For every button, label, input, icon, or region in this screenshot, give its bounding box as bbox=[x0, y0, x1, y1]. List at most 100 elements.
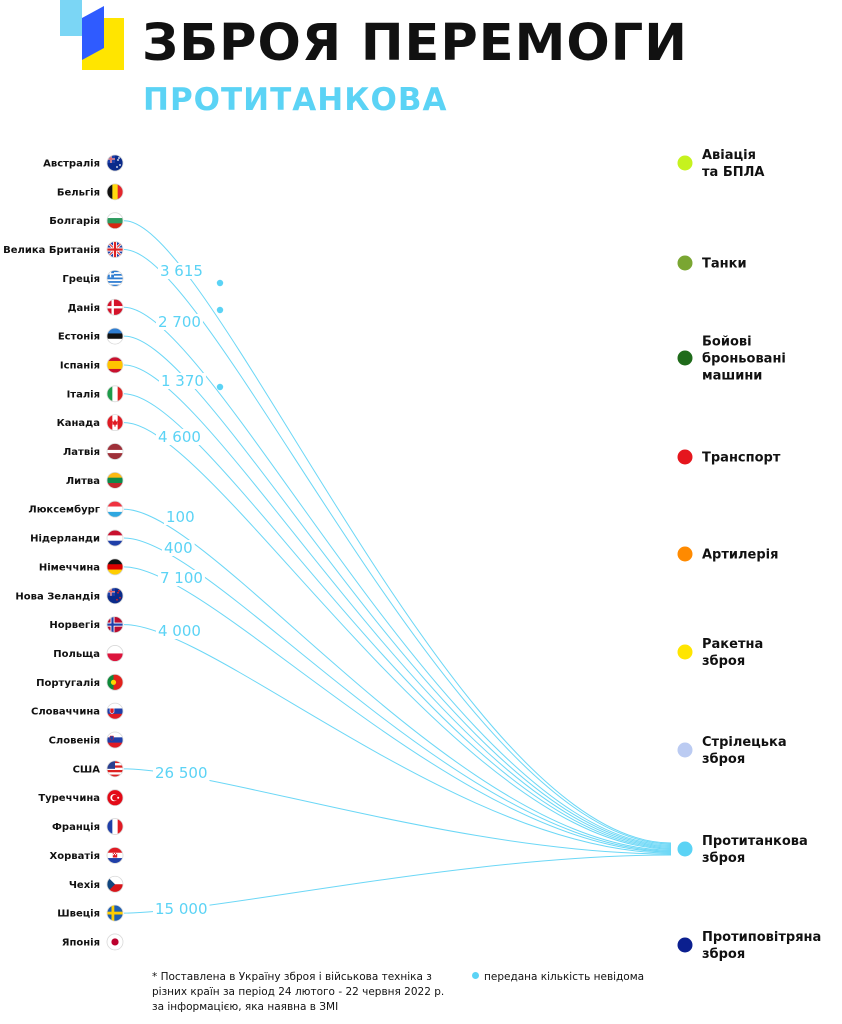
category-dot bbox=[677, 546, 693, 562]
unknown-quantity-dot bbox=[216, 306, 224, 314]
sweden-flag bbox=[106, 904, 124, 922]
uk-flag bbox=[106, 241, 124, 258]
category-dot bbox=[677, 742, 693, 758]
country-label: Німеччина bbox=[39, 562, 100, 573]
slovakia-flag bbox=[106, 702, 124, 720]
lithuania-flag bbox=[106, 471, 124, 489]
estonia-flag bbox=[106, 327, 124, 345]
czechia-flag bbox=[106, 875, 124, 893]
value-label-bg bbox=[153, 765, 210, 781]
germany-flag bbox=[106, 558, 124, 576]
flow-link bbox=[123, 335, 672, 847]
country-label: Бельгія bbox=[57, 187, 100, 198]
category-list: Авіація та БПЛА Танки Бойові броньовані машин… bbox=[677, 148, 821, 962]
flow-links bbox=[123, 220, 672, 914]
canada-flag bbox=[106, 414, 124, 432]
country-label: Словаччина bbox=[31, 707, 100, 718]
value-label-bg bbox=[156, 429, 203, 445]
category-label: Артилерія bbox=[702, 548, 778, 563]
bulgaria-flag bbox=[106, 212, 124, 230]
value-label: 7 100 bbox=[160, 569, 203, 587]
country-label: Чехія bbox=[69, 880, 100, 891]
country-label: США bbox=[73, 764, 101, 775]
value-label-bg bbox=[159, 373, 206, 389]
country-list: Австралія Бельгія Болгарія Велика Британія Г… bbox=[3, 154, 124, 951]
country-label: Латвія bbox=[63, 447, 100, 458]
category-dot bbox=[677, 841, 693, 857]
turkey-flag bbox=[106, 789, 124, 807]
netherlands-flag bbox=[106, 529, 124, 547]
category-dot bbox=[677, 155, 693, 171]
flow-link bbox=[123, 364, 672, 848]
new-zealand-flag bbox=[106, 587, 124, 605]
country-label: Італія bbox=[67, 389, 100, 400]
australia-flag bbox=[106, 154, 124, 172]
value-label: 2 700 bbox=[158, 313, 201, 331]
value-label: 3 615 bbox=[160, 262, 203, 280]
category-label: Бойові броньовані машини bbox=[702, 335, 786, 384]
country-label: Португалія bbox=[36, 678, 100, 689]
country-label: Франція bbox=[52, 822, 100, 833]
croatia-flag bbox=[106, 847, 124, 864]
value-label: 400 bbox=[164, 539, 193, 557]
latvia-flag bbox=[106, 443, 124, 460]
flow-link bbox=[123, 422, 672, 850]
flow-link bbox=[123, 508, 672, 851]
country-label: Люксембург bbox=[28, 504, 100, 516]
category-label: Протиповітряна зброя bbox=[702, 930, 821, 962]
flow-link bbox=[123, 537, 672, 852]
unknown-quantity-dot bbox=[216, 279, 224, 287]
category-label: Танки bbox=[702, 257, 747, 272]
value-labels: 3 615 2 700 1 370 4 600 100 400 7 100 4 000 26 5… bbox=[153, 262, 224, 918]
country-label: Данія bbox=[68, 303, 100, 314]
category-label: Стрілецька зброя bbox=[702, 735, 787, 767]
category-label: Авіація та БПЛА bbox=[702, 148, 764, 180]
category-dot bbox=[677, 449, 693, 465]
country-label: Литва bbox=[66, 476, 100, 487]
usa-flag bbox=[106, 760, 124, 778]
flow-link bbox=[123, 249, 672, 845]
luxembourg-flag bbox=[106, 500, 124, 518]
spain-flag bbox=[106, 356, 124, 374]
country-label: Хорватія bbox=[50, 851, 100, 862]
poland-flag bbox=[106, 645, 124, 662]
country-label: Естонія bbox=[58, 332, 100, 343]
country-label: Польща bbox=[53, 649, 100, 660]
country-label: Словенія bbox=[49, 736, 100, 747]
portugal-flag bbox=[106, 673, 124, 691]
country-label: Швеція bbox=[57, 909, 100, 920]
flow-link bbox=[123, 566, 672, 853]
value-label: 15 000 bbox=[155, 900, 208, 918]
unknown-quantity-dot bbox=[216, 383, 224, 391]
japan-flag bbox=[106, 933, 124, 951]
footnote-legend: передана кількість невідома bbox=[472, 970, 644, 985]
country-label: Австралія bbox=[43, 159, 100, 170]
country-label: Нідерланди bbox=[30, 534, 100, 545]
page-subtitle: ПРОТИТАНКОВА bbox=[143, 82, 448, 118]
country-label: Нова Зеландія bbox=[15, 591, 100, 602]
value-label-bg bbox=[156, 314, 203, 330]
country-label: Японія bbox=[62, 937, 100, 948]
country-label: Норвегія bbox=[49, 620, 100, 631]
flow-link bbox=[123, 220, 672, 844]
category-dot bbox=[677, 350, 693, 366]
value-label-bg bbox=[158, 570, 205, 586]
category-label: Протитанкова зброя bbox=[702, 834, 808, 866]
france-flag bbox=[106, 818, 124, 835]
slovenia-flag bbox=[106, 731, 124, 749]
value-label-bg bbox=[164, 509, 197, 525]
denmark-flag bbox=[106, 298, 124, 316]
country-label: Велика Британія bbox=[3, 245, 100, 256]
unknown-quantity-dot bbox=[472, 972, 479, 979]
country-label: Туреччина bbox=[38, 793, 100, 804]
value-label-bg bbox=[158, 263, 205, 279]
belgium-flag bbox=[106, 183, 124, 201]
flow-link bbox=[123, 393, 672, 849]
category-dot bbox=[677, 255, 693, 271]
value-label: 4 600 bbox=[158, 428, 201, 446]
country-label: Болгарія bbox=[49, 216, 100, 227]
value-label: 100 bbox=[166, 508, 195, 526]
norway-flag bbox=[106, 616, 124, 633]
value-label: 4 000 bbox=[158, 622, 201, 640]
